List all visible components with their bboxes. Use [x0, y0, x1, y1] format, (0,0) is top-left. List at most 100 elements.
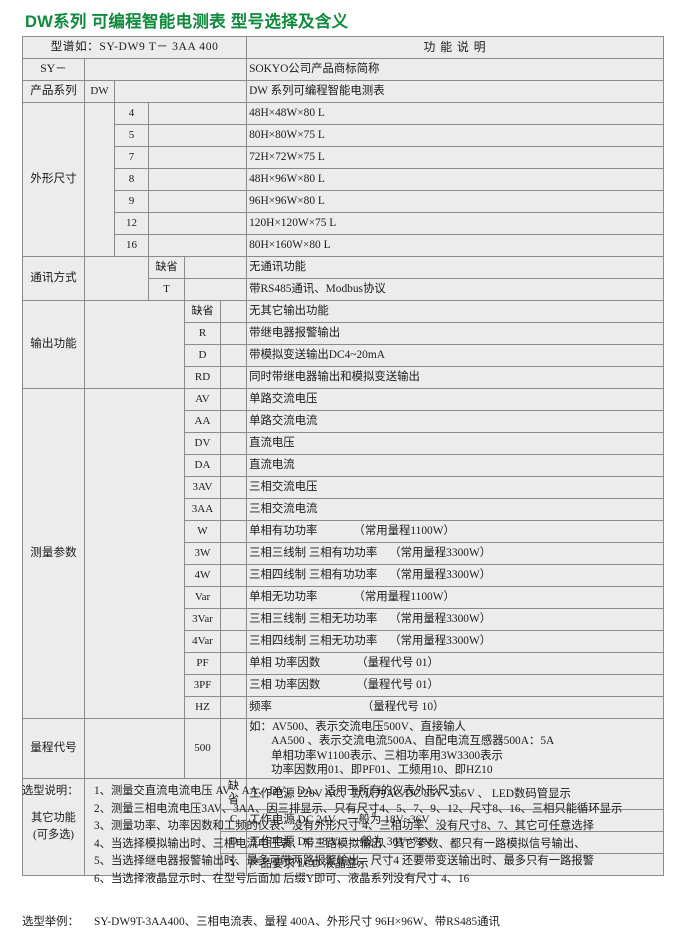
- table-row: 通讯方式 缺省 无通讯功能: [22, 256, 665, 301]
- model-selection-table: 型谱如：SY-DW9 T－ 3AA 400 功 能 说 明 SY－ SOKYO公…: [21, 36, 665, 876]
- note-row: 2、测量三相电流电压3AV、3AA、因三排显示、只有尺寸4、5、7、9、12、尺…: [22, 801, 677, 819]
- desc-measure-aa: 单路交流电流: [246, 410, 665, 433]
- desc-sy: SOKYO公司产品商标简称: [246, 58, 665, 81]
- desc-output-default: 无其它输出功能: [246, 300, 665, 323]
- code-comm-default: 缺省: [148, 256, 185, 279]
- desc-size-4: 48H×48W×80 L: [246, 102, 665, 125]
- table-row: D 带模拟变送输出DC4~20mA: [23, 344, 665, 367]
- spacer-cell: [219, 696, 248, 719]
- measure-range-note: （量程代号 10）: [361, 701, 445, 714]
- spacer-cell: [147, 212, 248, 235]
- desc-measure-dv: 直流电压: [246, 432, 665, 455]
- function-desc-header: 功 能 说 明: [246, 36, 665, 59]
- table-row: 3PF 三相 功率因数 （量程代号 01）: [23, 674, 665, 697]
- spacer-cell: [183, 256, 248, 279]
- desc-output-rd: 同时带继电器输出和模拟变送输出: [246, 366, 665, 389]
- spacer-cell: [219, 454, 248, 477]
- table-row: 7 72H×72W×75 L: [23, 146, 665, 169]
- table-row: 3Var 三相三线制 三相无功功率 （常用量程3300W）: [23, 608, 665, 631]
- table-row: 5 80H×80W×75 L: [23, 124, 665, 147]
- code-size-8: 8: [114, 168, 149, 191]
- code-measure-da: DA: [184, 454, 221, 477]
- measure-range-note: （常用量程3300W）: [389, 635, 492, 648]
- table-row: HZ 频率 （量程代号 10）: [23, 696, 665, 719]
- desc-measure-da: 直流电流: [246, 454, 665, 477]
- desc-other-c: 工作电源 DC 24V、一般为 18V~36V: [246, 808, 665, 832]
- measure-desc-text: 单相无功功率: [249, 591, 318, 604]
- spacer-cell: [219, 388, 248, 411]
- table-row: C 工作电源 DC 24V、一般为 18V~36V: [23, 808, 665, 832]
- desc-measure-3var: 三相三线制 三相无功功率 （常用量程3300W）: [246, 608, 665, 631]
- code-measure-w: W: [184, 520, 221, 543]
- note-item-3: 3、测量功率、功率因数和工频的仪表、没有外形尺寸 4、三相功率、没有尺寸8、7、…: [94, 820, 594, 832]
- desc-other-default: 工作电源 220V AC、默认为AC/DC 85V~265V 、 LED数码管显…: [246, 778, 665, 810]
- table-row: 产品系列 DW DW 系列可编程智能电测表: [22, 80, 665, 103]
- code-size-12: 12: [114, 212, 149, 235]
- note-row: 选型说明： 1、测量交直流电流电压 AV、AA、DV、DA、适用于所有的仪表外形…: [22, 783, 677, 801]
- note-item-2: 2、测量三相电流电压3AV、3AA、因三排显示、只有尺寸4、5、7、9、12、尺…: [94, 802, 623, 815]
- desc-measure-3aa: 三相交流电流: [246, 498, 665, 521]
- code-measure-av: AV: [184, 388, 221, 411]
- spacer-cell: [147, 146, 248, 169]
- table-body: 型谱如：SY-DW9 T－ 3AA 400 功 能 说 明 SY－ SOKYO公…: [21, 36, 665, 876]
- spacer-cell: [83, 58, 248, 81]
- table-row: T 带RS485通讯、Modbus协议: [23, 278, 665, 301]
- code-comm-t: T: [148, 278, 185, 301]
- spacer-cell: [219, 366, 248, 389]
- desc-output-d: 带模拟变送输出DC4~20mA: [246, 344, 665, 367]
- desc-size-5: 80H×80W×75 L: [246, 124, 665, 147]
- table-row: 16 80H×160W×80 L: [23, 234, 665, 257]
- code-measure-aa: AA: [184, 410, 221, 433]
- label-product-series: 产品系列: [22, 80, 85, 103]
- note-row: 3、测量功率、功率因数和工频的仪表、没有外形尺寸 4、三相功率、没有尺寸8、7、…: [22, 818, 677, 836]
- spacer-cell: [84, 388, 185, 719]
- measure-desc-text: 单相 功率因数: [249, 657, 321, 670]
- spacer-cell: [219, 608, 248, 631]
- selection-example: 选型举例： SY-DW9T-3AA400、三相电流表、量程 400A、外形尺寸 9…: [22, 913, 500, 929]
- code-measure-4w: 4W: [184, 564, 221, 587]
- code-output-d: D: [184, 344, 221, 367]
- label-output-function: 输出功能: [22, 300, 85, 389]
- table-row: RD 同时带继电器输出和模拟变送输出: [23, 366, 665, 389]
- measure-range-note: （常用量程1100W）: [353, 591, 455, 604]
- note-row: 6、当选择液晶显示时、在型号后面加 后缀Y即可、液晶系列没有尺寸 4、16: [22, 871, 677, 889]
- measure-desc-text: 三相三线制 三相有功功率: [249, 547, 378, 560]
- label-dimensions: 外形尺寸: [22, 102, 85, 257]
- table-row: 3AV 三相交流电压: [23, 476, 665, 499]
- code-measure-3var: 3Var: [184, 608, 221, 631]
- label-communication: 通讯方式: [22, 256, 85, 301]
- table-row: 测量参数 AV 单路交流电压: [22, 388, 665, 719]
- table-row: 外形尺寸 4 48H×48W×80 L: [22, 102, 665, 257]
- spacer-cell: [219, 476, 248, 499]
- table-row: 量程代号 500 如：AV500、表示交流电压500V、直接输人 AA500 、…: [22, 718, 665, 779]
- code-size-5: 5: [114, 124, 149, 147]
- code-output-rd: RD: [184, 366, 221, 389]
- spacer-cell: [147, 168, 248, 191]
- code-other-d: D: [219, 830, 248, 854]
- table-row: 12 120H×120W×75 L: [23, 212, 665, 235]
- range-line-2: AA500 、表示交流电流500A、自配电流互感器500A：5A: [271, 735, 555, 748]
- label-other-functions: 其它功能 (可多选): [22, 778, 85, 876]
- spacer-cell: [219, 542, 248, 565]
- note-row: 5、当选择继电器报警输出时、最多可带两路报警输出、尺寸4 还要带变送输出时、最多…: [22, 853, 677, 871]
- label-range-code: 量程代号: [22, 718, 85, 779]
- desc-dw: DW 系列可编程智能电测表: [246, 80, 665, 103]
- spacer-cell: [147, 190, 248, 213]
- spacer-cell: [84, 300, 185, 389]
- table-row: 3W 三相三线制 三相有功功率 （常用量程3300W）: [23, 542, 665, 565]
- code-measure-3av: 3AV: [184, 476, 221, 499]
- spacer-cell: [219, 520, 248, 543]
- desc-measure-3w: 三相三线制 三相有功功率 （常用量程3300W）: [246, 542, 665, 565]
- code-other-default: 缺省: [219, 778, 248, 810]
- range-line-1: 如：AV500、表示交流电压500V、直接输人: [249, 721, 466, 733]
- table-row: W 单相有功功率 （常用量程1100W）: [23, 520, 665, 543]
- measure-range-note: （常用量程3300W）: [389, 613, 492, 626]
- code-output-default: 缺省: [184, 300, 221, 323]
- table-row: D 工作电源 DC 48 V、一般为 36V~72V: [23, 830, 665, 854]
- table-row: AA 单路交流电流: [23, 410, 665, 433]
- spacer-cell: [219, 564, 248, 587]
- table-row: Var 单相无功功率 （常用量程1100W）: [23, 586, 665, 609]
- table-row: SY－ SOKYO公司产品商标简称: [22, 58, 665, 81]
- code-other-y: Y: [219, 852, 248, 876]
- measure-desc-text: 三相 功率因数: [249, 679, 321, 692]
